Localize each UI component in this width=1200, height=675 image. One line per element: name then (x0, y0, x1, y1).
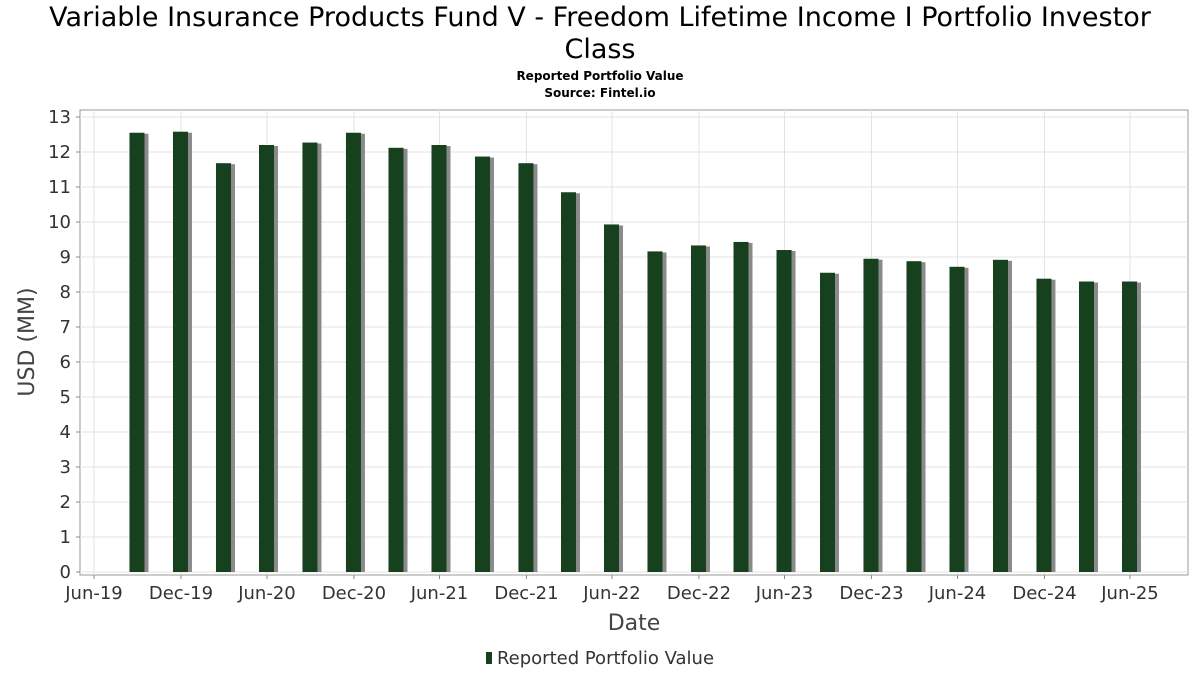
bar (345, 132, 361, 572)
bar (819, 272, 835, 572)
bar (258, 145, 274, 572)
x-tick-label: Dec-21 (494, 583, 558, 604)
y-tick-label: 10 (48, 212, 71, 233)
x-tick-label: Jun-23 (755, 583, 814, 604)
y-tick-label: 12 (48, 142, 71, 163)
bar (1036, 278, 1052, 572)
y-tick-label: 0 (60, 562, 71, 583)
x-tick-label: Jun-20 (237, 583, 296, 604)
bar (560, 192, 576, 572)
legend-label: Reported Portfolio Value (496, 648, 715, 669)
bar (906, 261, 922, 572)
bar (474, 156, 490, 573)
bar (518, 163, 534, 572)
y-axis-label: USD (MM) (15, 287, 40, 396)
bar (215, 163, 231, 572)
chart-source: Source: Fintel.io (544, 86, 656, 100)
bar (129, 132, 145, 572)
y-tick-label: 3 (60, 457, 71, 478)
x-tick-label: Jun-19 (64, 583, 123, 604)
x-tick-label: Jun-22 (582, 583, 641, 604)
bar (776, 250, 792, 572)
bar (733, 241, 749, 572)
y-tick-label: 9 (60, 247, 71, 268)
x-tick-label: Dec-19 (149, 583, 213, 604)
bar (388, 147, 404, 573)
y-tick-label: 2 (60, 492, 71, 513)
x-tick-label: Dec-23 (839, 583, 903, 604)
y-tick-label: 8 (60, 282, 71, 303)
x-tick-label: Jun-25 (1100, 583, 1159, 604)
y-tick-label: 4 (60, 422, 71, 443)
grid-layer (79, 109, 1189, 576)
bar (647, 251, 663, 572)
x-axis-label: Date (608, 611, 661, 636)
legend: Reported Portfolio Value (0, 648, 1200, 669)
bar (863, 258, 879, 572)
y-tick-label: 7 (60, 317, 71, 338)
y-tick-label: 6 (60, 352, 71, 373)
x-tick-label: Jun-24 (928, 583, 987, 604)
chart-subtitle: Reported Portfolio Value (516, 69, 684, 83)
x-tick-label: Jun-21 (410, 583, 469, 604)
bar (949, 266, 965, 572)
bar (431, 145, 447, 572)
bars-layer (129, 131, 1141, 573)
chart-title-line-1: Variable Insurance Products Fund V - Fre… (49, 2, 1151, 33)
bar (992, 259, 1008, 572)
y-tick-label: 1 (60, 527, 71, 548)
legend-swatch (485, 652, 492, 664)
y-tick-label: 13 (48, 107, 71, 128)
plot-area (79, 109, 1189, 576)
chart-title-line-2: Class (564, 34, 636, 65)
bar (1078, 281, 1094, 572)
x-tick-label: Dec-24 (1012, 583, 1076, 604)
y-tick-label: 5 (60, 387, 71, 408)
bar (604, 224, 619, 572)
y-tick-label: 11 (48, 177, 71, 198)
chart-title: Variable Insurance Products Fund V - Fre… (0, 2, 1200, 66)
x-tick-label: Dec-22 (667, 583, 731, 604)
bar (690, 245, 706, 572)
bar (1122, 281, 1137, 572)
bar (172, 131, 188, 572)
x-tick-label: Dec-20 (322, 583, 386, 604)
bar (302, 142, 318, 573)
